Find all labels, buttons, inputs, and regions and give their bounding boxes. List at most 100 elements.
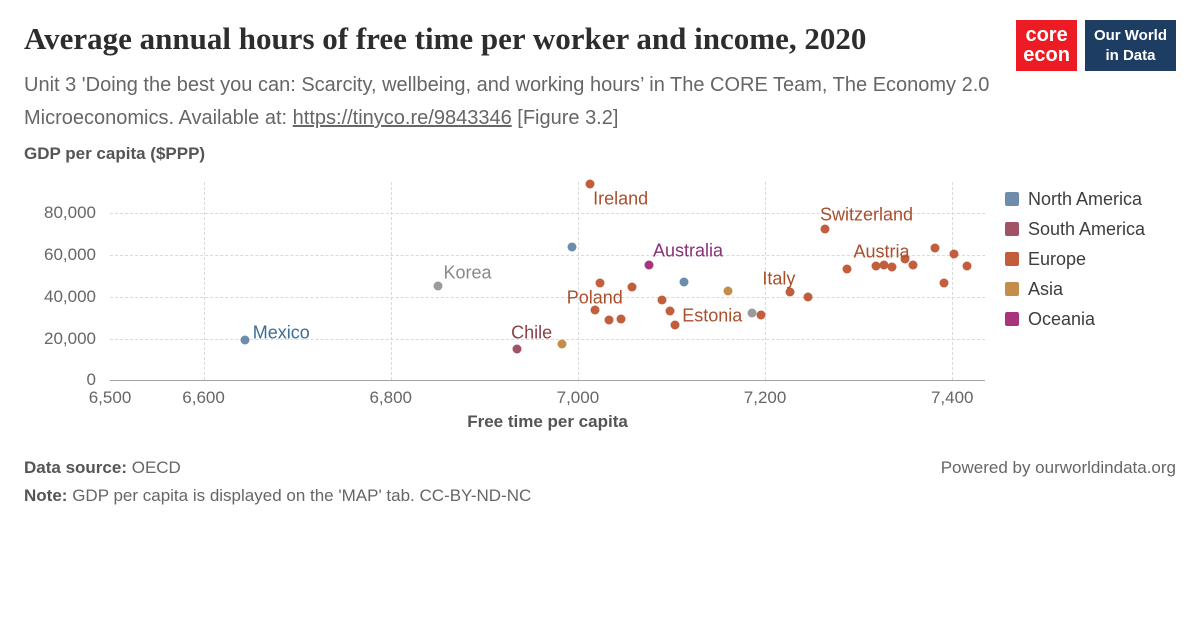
x-tick-label-6500: 6,500	[88, 388, 132, 408]
data-point-unhighlighted[interactable]	[747, 308, 757, 318]
point-label-poland[interactable]: Poland	[566, 287, 623, 308]
point-label-estonia[interactable]: Estonia	[682, 305, 743, 326]
data-point-estonia[interactable]	[670, 320, 680, 330]
legend-item-north-america[interactable]: North America	[1005, 188, 1145, 210]
gridline-y-60000	[110, 255, 985, 257]
subtitle-suffix: [Figure 3.2]	[511, 107, 619, 130]
point-label-chile[interactable]: Chile	[511, 322, 553, 342]
data-point-switzerland[interactable]	[820, 224, 830, 234]
chart-area: 6,500 6,600 6,800 7,000 7,200 7,400 0 20,000 40,…	[24, 170, 1176, 410]
data-point-chile[interactable]	[512, 344, 522, 353]
data-point-europe[interactable]	[887, 262, 897, 272]
y-axis-title: GDP per capita ($PPP)	[24, 144, 206, 164]
data-point-europe[interactable]	[665, 306, 675, 316]
data-point-north-america[interactable]	[567, 242, 577, 252]
point-label-austria[interactable]: Austria	[853, 241, 910, 262]
x-tick-label-7000: 7,000	[556, 388, 600, 408]
point-label-ireland[interactable]: Ireland	[593, 188, 649, 209]
data-point-mexico[interactable]	[240, 335, 250, 345]
data-point-italy[interactable]	[785, 287, 795, 297]
legend: North America South America Europe Asia Ocea…	[1005, 188, 1145, 338]
legend-item-europe[interactable]: Europe	[1005, 248, 1145, 270]
legend-label: South America	[1028, 218, 1146, 239]
data-point-asia[interactable]	[723, 286, 733, 296]
note-text: GDP per capita is displayed on the 'MAP'…	[72, 486, 532, 506]
x-tick-label-6600: 6,600	[182, 388, 225, 408]
core-logo-line2: econ	[1023, 43, 1070, 66]
gridline-x-7400	[952, 182, 954, 381]
owid-logo-line1: Our World	[1093, 27, 1167, 44]
data-point-europe[interactable]	[962, 261, 972, 271]
owid-logo[interactable]: Our World in Data	[1084, 20, 1176, 72]
footer: Data source: OECD Powered by ourworldind…	[24, 458, 1176, 506]
data-point-europe[interactable]	[595, 278, 605, 288]
legend-swatch	[1005, 252, 1019, 267]
legend-label: North America	[1028, 188, 1143, 209]
figure-link[interactable]: https://tinyco.re/9843346	[292, 107, 512, 130]
x-tick-label-7200: 7,200	[743, 388, 787, 408]
legend-item-south-america[interactable]: South America	[1005, 218, 1145, 240]
gridline-x-7200	[765, 182, 767, 381]
data-point-australia[interactable]	[644, 260, 654, 270]
owid-logo-line2: in Data	[1105, 46, 1156, 64]
x-axis-title: Free time per capita	[467, 412, 628, 432]
x-tick-label-7400: 7,400	[930, 388, 974, 408]
data-point-ireland[interactable]	[585, 179, 595, 189]
legend-swatch	[1005, 312, 1019, 327]
data-point-north-america[interactable]	[679, 277, 689, 287]
legend-item-asia[interactable]: Asia	[1005, 278, 1145, 300]
gridline-x-6600	[203, 182, 205, 381]
point-label-australia[interactable]: Australia	[653, 240, 724, 261]
gridline-y-40000	[110, 296, 985, 298]
data-point-europe[interactable]	[842, 264, 852, 274]
legend-item-oceania[interactable]: Oceania	[1005, 308, 1145, 330]
legend-swatch	[1005, 192, 1019, 207]
gridline-y-80000	[110, 213, 985, 215]
core-econ-logo[interactable]: core econ	[1016, 20, 1077, 72]
data-point-europe[interactable]	[803, 292, 813, 302]
gridline-x-7000	[577, 182, 579, 381]
point-label-mexico[interactable]: Mexico	[252, 322, 310, 343]
data-point-europe[interactable]	[908, 260, 918, 270]
data-point-europe[interactable]	[949, 249, 959, 259]
data-point-europe[interactable]	[604, 315, 614, 325]
footer-row: Data source: OECD Powered by ourworldind…	[24, 458, 1176, 478]
logos: core econ Our World in Data	[1016, 20, 1176, 72]
data-point-austria[interactable]	[900, 254, 910, 264]
legend-swatch	[1005, 282, 1019, 297]
data-point-europe[interactable]	[627, 282, 637, 292]
data-point-europe[interactable]	[879, 260, 889, 270]
y-tick-label-20000: 20,000	[44, 328, 96, 348]
y-tick-label-40000: 40,000	[44, 286, 96, 306]
data-point-europe[interactable]	[871, 261, 880, 271]
subtitle-line2: Microeconomics. Available at: https://ti…	[24, 104, 1034, 132]
powered-by-link[interactable]: Powered by ourworldindata.org	[940, 458, 1176, 478]
data-point-europe[interactable]	[930, 243, 940, 253]
point-label-switzerland[interactable]: Switzerland	[819, 204, 914, 225]
legend-swatch	[1005, 222, 1019, 237]
data-point-europe[interactable]	[756, 310, 766, 320]
x-tick-label-6800: 6,800	[369, 388, 413, 408]
data-point-asia[interactable]	[557, 339, 567, 349]
y-tick-label-0: 0	[86, 370, 96, 390]
data-point-europe[interactable]	[616, 314, 626, 324]
data-point-poland[interactable]	[590, 305, 600, 315]
gridline-y-20000	[110, 338, 985, 340]
data-source-value: OECD	[131, 458, 181, 478]
note-label: Note:	[24, 486, 68, 506]
gridline-y-0	[110, 380, 985, 382]
subtitle-line1: Unit 3 'Doing the best you can: Scarcity…	[24, 74, 990, 97]
legend-label: Oceania	[1028, 308, 1096, 329]
point-label-korea[interactable]: Korea	[443, 262, 492, 283]
data-point-korea[interactable]	[433, 281, 443, 291]
data-source-label: Data source:	[24, 458, 127, 478]
plot-area: 6,500 6,600 6,800 7,000 7,200 7,400 0 20,000 40,…	[24, 170, 1176, 410]
header: Average annual hours of free time per wo…	[24, 18, 1176, 72]
page-title: Average annual hours of free time per wo…	[24, 21, 867, 56]
y-tick-label-60000: 60,000	[44, 245, 96, 265]
data-point-europe[interactable]	[939, 278, 949, 288]
data-point-europe[interactable]	[657, 295, 667, 305]
legend-label: Asia	[1028, 278, 1064, 299]
point-label-italy[interactable]: Italy	[762, 268, 796, 289]
